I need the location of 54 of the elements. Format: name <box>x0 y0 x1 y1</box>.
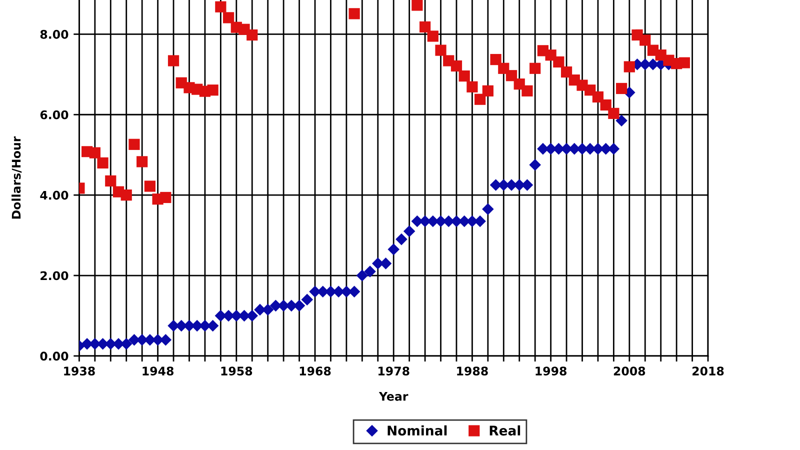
point <box>89 147 100 158</box>
point <box>474 94 486 105</box>
y-tick-label: 8.00 <box>40 30 68 39</box>
x-tick-label: 1968 <box>300 366 331 376</box>
point <box>97 157 108 168</box>
point <box>160 192 172 204</box>
x-tick-label: 1948 <box>142 366 174 376</box>
point <box>207 84 218 96</box>
legend-label: Nominal <box>388 425 447 436</box>
point <box>435 44 446 56</box>
point <box>215 1 226 12</box>
point <box>412 0 423 11</box>
y-tick-label: 0.00 <box>40 352 68 361</box>
point <box>246 29 258 41</box>
x-tick-label: 2008 <box>614 366 646 376</box>
point <box>522 85 533 96</box>
point <box>222 12 234 24</box>
x-tick-label: 1958 <box>221 366 252 376</box>
point <box>120 190 132 201</box>
x-axis-title: Year <box>378 392 408 401</box>
point <box>105 175 116 187</box>
point <box>136 156 148 168</box>
y-axis-title: Dollars/Hour <box>12 136 22 219</box>
point <box>624 61 635 72</box>
point <box>168 55 180 66</box>
point <box>553 56 564 68</box>
point <box>128 138 140 150</box>
x-tick-label: 1978 <box>378 366 410 376</box>
point <box>530 62 541 74</box>
y-tick-label: 4.00 <box>40 190 68 200</box>
point <box>450 60 462 72</box>
point <box>490 54 502 66</box>
point <box>608 108 620 119</box>
point <box>419 21 431 33</box>
point <box>600 99 612 111</box>
x-tick-label: 1938 <box>64 366 95 376</box>
point <box>458 70 470 82</box>
point <box>592 91 604 102</box>
y-tick-label: 2.00 <box>40 271 68 280</box>
point <box>144 180 156 192</box>
point <box>616 82 628 94</box>
y-tick-label: 6.00 <box>40 110 68 120</box>
point <box>506 70 518 82</box>
point <box>427 30 438 42</box>
x-tick-label: 2018 <box>692 366 724 376</box>
x-tick-label: 1998 <box>536 366 566 376</box>
point <box>482 85 494 96</box>
point <box>640 34 651 46</box>
legend-label: Real <box>490 425 520 436</box>
point <box>466 81 478 92</box>
point <box>560 66 572 78</box>
point <box>348 8 360 20</box>
x-tick-label: 1988 <box>457 366 488 376</box>
point <box>678 57 690 68</box>
